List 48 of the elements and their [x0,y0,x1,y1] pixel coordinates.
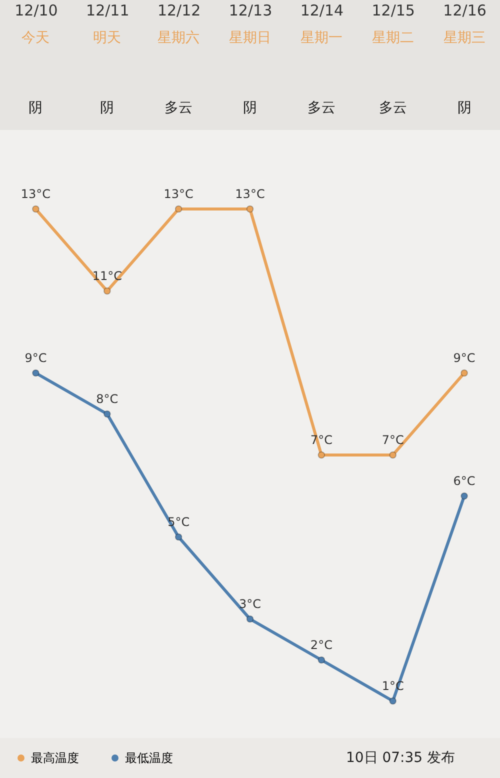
data-label: 6°C [453,474,476,488]
text: 多云 [164,100,193,116]
data-label: 2°C [310,638,332,652]
data-label: 9°C [24,351,47,365]
text: 阴 [457,100,472,116]
x-tick-label: 12/15 [372,2,415,20]
point [32,205,40,213]
point [103,410,111,418]
text: 星期三 [443,30,486,46]
point [246,205,254,213]
text: 多云 [307,100,336,116]
legend-label: 最高温度 [31,751,79,765]
point [174,533,182,541]
point [389,451,397,459]
point [318,451,326,459]
point [460,492,468,500]
point [460,369,468,377]
text: 星期二 [372,30,414,46]
data-label: 13°C [164,187,194,201]
text: 星期日 [229,30,271,46]
text: 明天 [93,30,122,46]
legend-label: 最低温度 [125,751,173,765]
x-tick-label: 12/13 [228,2,272,20]
data-label: 13°C [235,187,265,201]
point [174,205,182,213]
text: 10日 07:35 发布 [346,750,455,766]
data-label: 3°C [238,597,262,611]
text: 星期六 [158,30,200,46]
data-label: 8°C [96,392,118,406]
point [246,615,254,623]
data-label: 13°C [20,187,51,201]
text: 阴 [100,100,114,116]
data-label: 7°C [382,433,404,447]
text: 今天 [22,30,50,46]
point [32,369,40,377]
text: 多云 [378,100,407,116]
text: 阴 [28,100,43,116]
text: 星期一 [300,30,342,46]
x-tick-label: 12/14 [300,2,344,20]
x-tick-label: 12/11 [86,2,130,20]
x-tick-label: 12/12 [157,2,201,20]
text: 阴 [243,100,257,116]
point [389,697,397,705]
point [103,287,111,295]
point [318,656,326,664]
x-tick-label: 12/16 [443,2,486,20]
data-label: 9°C [453,351,476,365]
x-tick-label: 12/10 [14,2,58,20]
